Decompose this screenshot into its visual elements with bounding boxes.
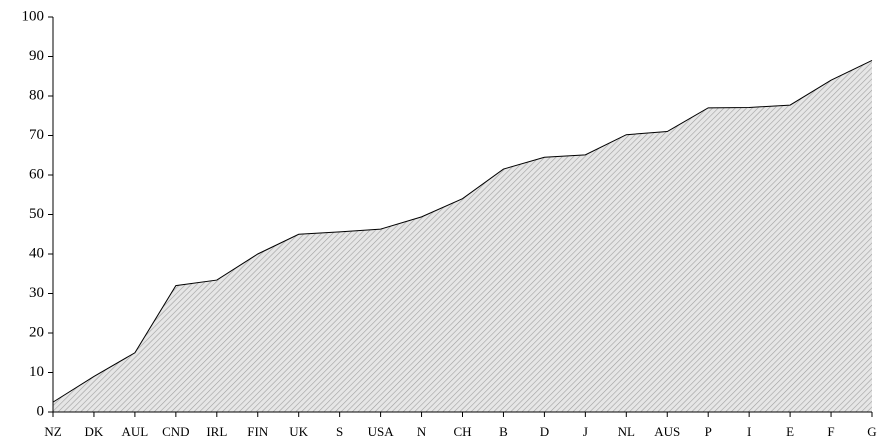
y-tick-label: 30 <box>29 285 44 301</box>
x-tick-label: N <box>417 424 427 439</box>
y-tick-label: 10 <box>29 364 44 380</box>
y-tick-label: 40 <box>29 245 44 261</box>
x-tick-label: S <box>336 424 343 439</box>
x-tick-label: F <box>827 424 834 439</box>
x-tick-label: AUL <box>122 424 149 439</box>
x-tick-label: NL <box>618 424 635 439</box>
x-tick-label: CH <box>453 424 471 439</box>
y-tick-label: 90 <box>29 48 44 64</box>
x-tick-label: IRL <box>206 424 227 439</box>
x-tick-label: NZ <box>44 424 61 439</box>
x-tick-label: B <box>499 424 508 439</box>
x-tick-label: I <box>747 424 751 439</box>
y-tick-label: 50 <box>29 206 44 222</box>
y-tick-label: 60 <box>29 166 44 182</box>
x-tick-label: DK <box>85 424 104 439</box>
x-tick-label: G <box>867 424 876 439</box>
y-tick-label: 0 <box>37 403 45 419</box>
area-fill <box>53 60 872 412</box>
x-tick-label: FIN <box>247 424 269 439</box>
x-tick-label: P <box>705 424 712 439</box>
y-tick-label: 80 <box>29 87 44 103</box>
x-tick-label: UK <box>289 424 308 439</box>
x-tick-label: D <box>540 424 549 439</box>
area-line <box>52 59 873 403</box>
y-tick-label: 20 <box>29 324 44 340</box>
x-tick-label: CND <box>162 424 189 439</box>
x-tick-label: USA <box>368 424 395 439</box>
x-tick-label: E <box>786 424 794 439</box>
x-tick-label: J <box>583 424 588 439</box>
y-tick-label: 100 <box>22 8 45 24</box>
x-tick-label: AUS <box>654 424 680 439</box>
y-tick-label: 70 <box>29 127 44 143</box>
